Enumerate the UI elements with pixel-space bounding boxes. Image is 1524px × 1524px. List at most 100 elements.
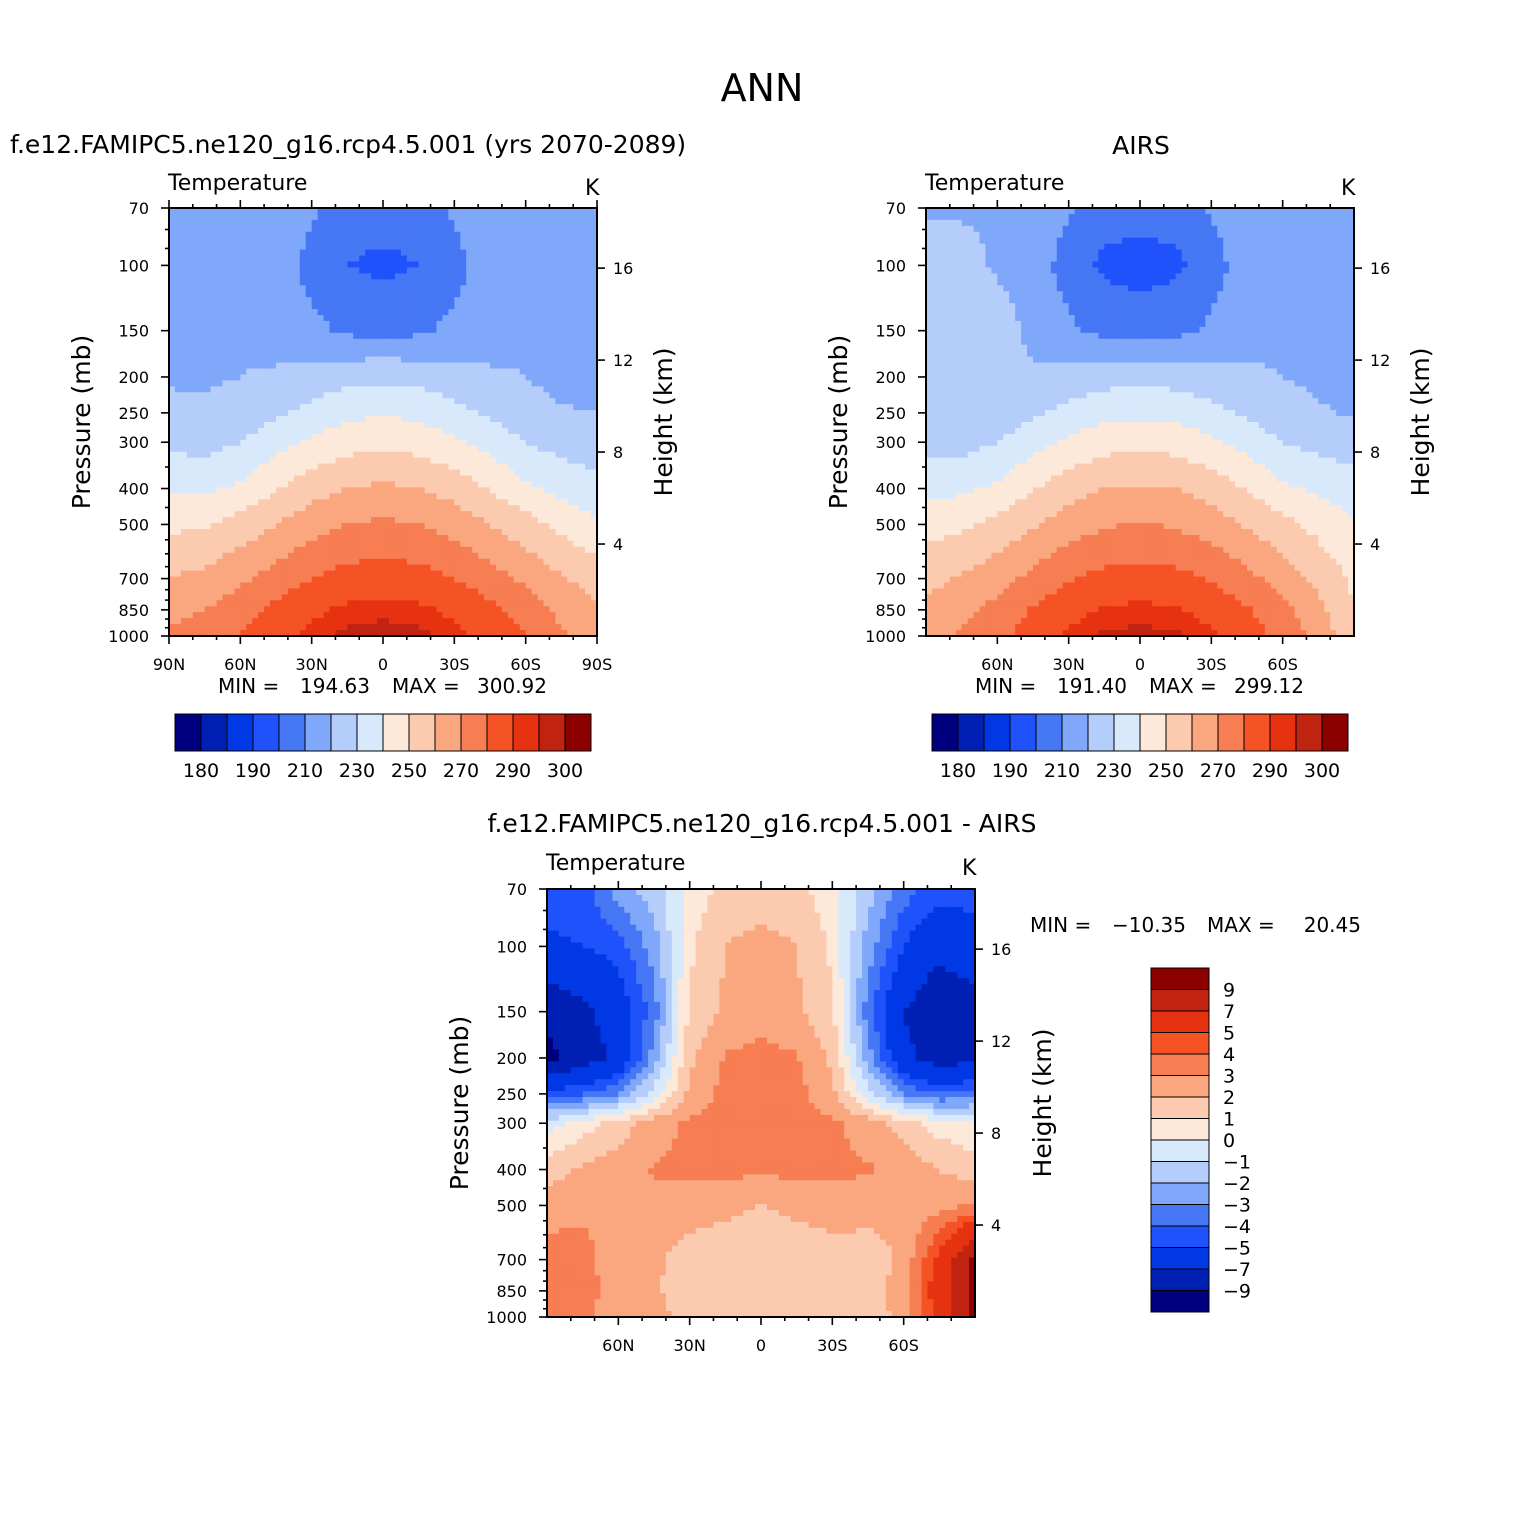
model-contour-cell [365,410,372,417]
model-contour-cell [495,380,503,387]
model-contour-cell [305,606,313,613]
model-contour-cell [537,237,545,245]
model-contour-cell [519,511,527,518]
model-contour-cell [400,576,408,584]
model-contour-cell [276,600,283,607]
model-contour-cell [549,404,556,411]
model-contour-cell [341,225,348,233]
model-contour-cell [418,267,426,274]
model-contour-cell [180,285,188,292]
model-contour-cell [252,273,259,280]
model-contour-cell [228,445,235,453]
model-contour-cell [180,558,188,566]
model-contour-cell [448,338,455,346]
model-contour-cell [394,285,402,292]
model-contour-cell [448,582,455,590]
model-contour-cell [287,315,295,322]
model-contour-cell [561,469,568,477]
model-contour-cell [311,285,319,292]
model-contour-cell [537,326,545,334]
model-contour-cell [240,564,247,572]
model-contour-cell [537,493,545,500]
model-contour-cell [264,546,271,554]
model-contour-cell [371,237,378,245]
model-contour-cell [240,285,247,292]
model-contour-cell [317,588,325,595]
model-contour-cell [169,612,176,619]
model-contour-cell [454,529,461,536]
model-contour-cell [281,451,289,459]
model-contour-cell [323,582,331,590]
model-contour-cell [430,291,438,298]
model-contour-cell [490,315,497,322]
model-contour-cell [412,558,420,566]
model-contour-cell [501,410,509,417]
model-contour-cell [555,499,562,506]
model-contour-cell [513,475,521,483]
model-contour-cell [561,517,568,524]
model-contour-cell [192,505,200,512]
model-contour-cell [543,356,551,364]
model-contour-cell [585,398,592,405]
model-contour-cell [186,285,194,292]
model-contour-cell [519,594,527,601]
model-contour-cell [240,606,247,613]
model-contour-cell [406,332,414,340]
model-contour-cell [531,576,539,584]
model-contour-cell [377,208,384,215]
model-contour-cell [442,386,449,393]
model-contour-cell [448,511,455,518]
model-contour-cell [466,326,473,334]
model-contour-cell [573,612,580,619]
model-contour-cell [507,368,515,376]
model-contour-cell [484,309,491,316]
model-contour-cell [174,279,182,286]
model-contour-cell [222,380,230,387]
model-contour-cell [472,208,479,215]
model-contour-cell [383,374,390,381]
model-contour-cell [299,416,307,423]
model-contour-cell [305,315,313,322]
model-contour-cell [359,303,366,310]
model-contour-cell [281,261,289,269]
model-contour-cell [537,600,545,607]
model-contour-cell [174,338,182,346]
model-contour-cell [513,427,521,435]
model-contour-cell [234,362,241,370]
model-contour-cell [371,368,378,376]
model-contour-cell [484,612,491,619]
model-contour-cell [365,505,372,512]
model-contour-cell [519,386,527,393]
model-contour-cell [228,487,235,494]
model-contour-cell [317,326,325,334]
model-contour-cell [329,612,337,619]
model-contour-cell [311,404,319,411]
model-contour-cell [388,534,396,542]
model-contour-cell [495,231,503,239]
model-contour-cell [240,273,247,280]
model-contour-cell [567,219,574,227]
model-contour-cell [388,505,396,512]
model-contour-cell [406,398,414,405]
model-contour-cell [478,392,485,399]
model-contour-cell [579,356,586,364]
model-contour-cell [400,344,408,352]
model-contour-cell [519,487,527,494]
model-contour-cell [335,332,342,340]
model-contour-cell [365,416,372,423]
model-contour-cell [228,368,235,376]
model-contour-cell [174,309,182,316]
model-contour-cell [472,612,479,619]
model-contour-cell [347,291,354,298]
model-contour-cell [436,249,444,257]
model-contour-cell [513,362,521,370]
model-contour-cell [258,208,265,215]
model-contour-cell [246,606,253,613]
model-contour-cell [228,326,235,334]
model-contour-cell [561,225,568,233]
model-contour-cell [478,249,485,257]
model-contour-cell [478,499,485,506]
model-contour-cell [454,570,461,578]
model-contour-cell [186,404,194,411]
model-contour-cell [478,439,485,447]
